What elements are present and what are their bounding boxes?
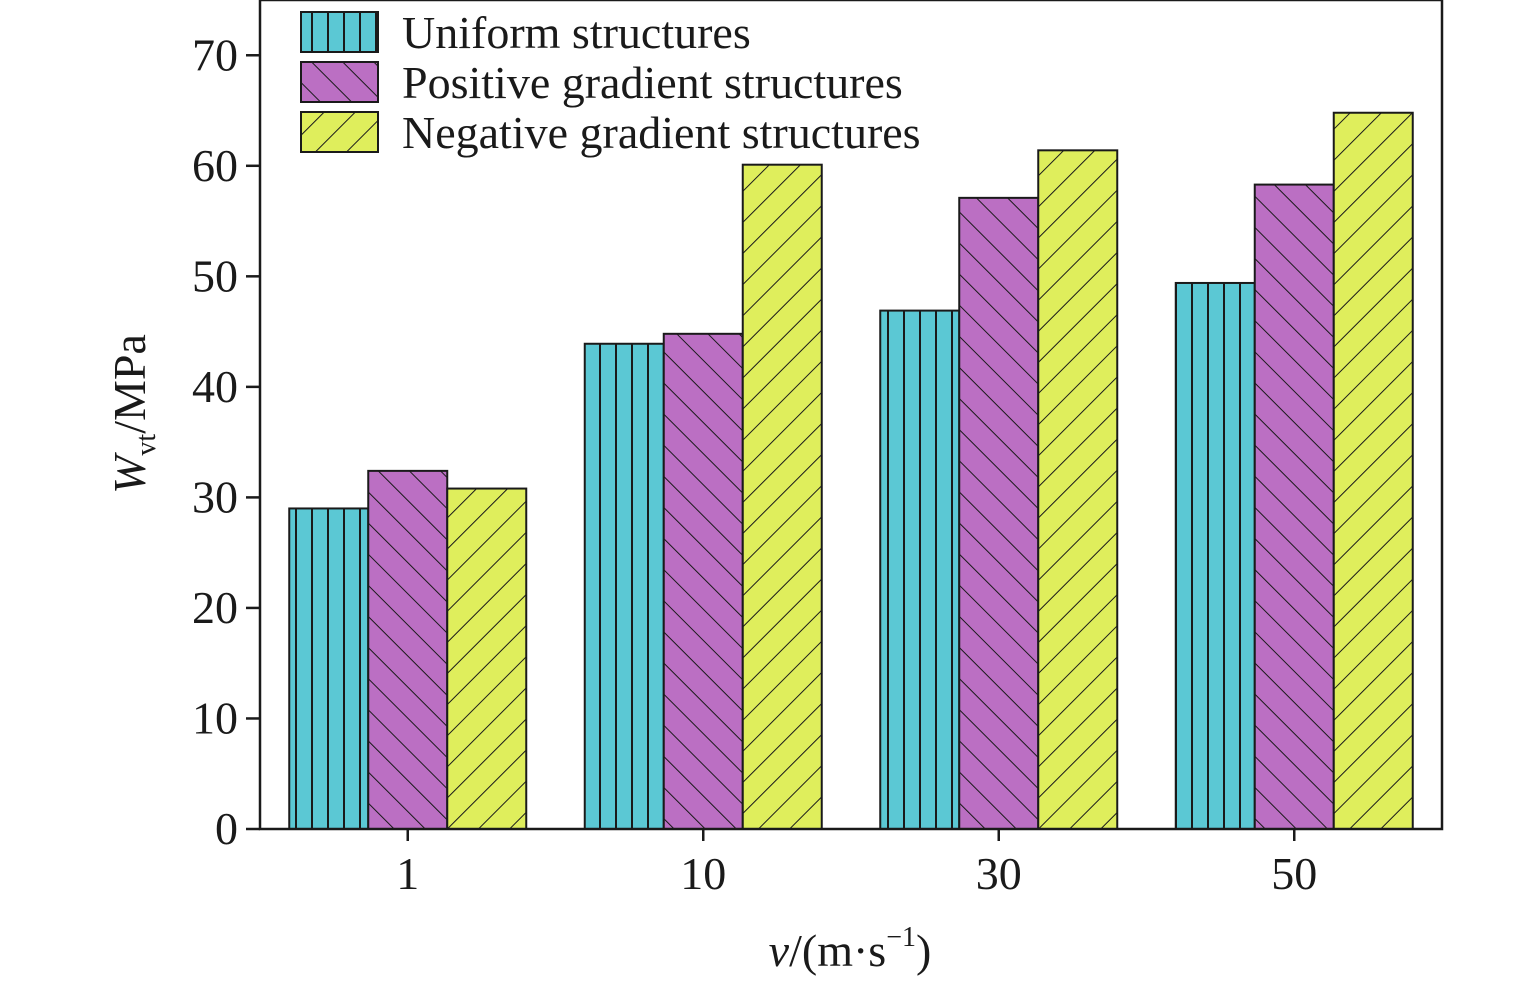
legend-label-3: Negative gradient structures: [402, 107, 921, 158]
y-axis-unit: /MPa: [104, 334, 155, 434]
x-tick-label: 50: [1271, 848, 1317, 899]
legend-swatch-hatch-1: [300, 11, 379, 53]
y-axis-ticks: 0 10 20 30 40 50 60 70: [192, 29, 260, 854]
y-tick-label: 0: [215, 803, 238, 854]
bar-hatch-10-1: [583, 342, 665, 830]
y-tick-label: 20: [192, 582, 238, 633]
bar-hatch-30-1: [879, 309, 961, 830]
bar-hatch-1-1: [288, 507, 370, 830]
x-axis-sup: −1: [886, 922, 916, 953]
bar-hatch-1-2: [367, 469, 449, 830]
bar-hatch-30-3: [1037, 149, 1119, 831]
bar-hatch-50-3: [1332, 111, 1414, 830]
legend-swatch-hatch-2: [300, 61, 379, 103]
bar-hatch-50-1: [1174, 281, 1256, 830]
legend-swatch-hatch-3: [300, 111, 379, 153]
y-tick-label: 70: [192, 29, 238, 80]
x-axis-ticks: 1 10 30 50: [396, 829, 1317, 899]
x-axis-unit: /(m·s: [789, 925, 886, 976]
bar-hatch-10-3: [741, 163, 823, 831]
y-tick-label: 60: [192, 140, 238, 191]
y-tick-label: 10: [192, 692, 238, 743]
y-tick-label: 40: [192, 361, 238, 412]
legend-label-1: Uniform structures: [402, 7, 751, 58]
legend-label-2: Positive gradient structures: [402, 57, 903, 108]
x-axis-close: ): [916, 925, 931, 976]
y-axis-sub: vt: [131, 434, 162, 456]
x-axis-title: v/(m·s−1): [769, 922, 932, 976]
x-tick-label: 10: [680, 848, 726, 899]
bar-hatch-10-2: [662, 332, 744, 830]
bar-hatch-30-2: [958, 196, 1040, 830]
plot-frame: [258, 0, 1444, 831]
x-tick-label: 30: [976, 848, 1022, 899]
x-axis-var: v: [769, 925, 790, 976]
bar-hatch-1-3: [446, 487, 528, 830]
y-axis-title: Wvt/MPa: [104, 334, 162, 494]
y-tick-label: 30: [192, 471, 238, 522]
bar-hatch-50-2: [1253, 183, 1335, 831]
x-tick-label: 1: [396, 848, 419, 899]
bars-layer: [288, 111, 1414, 831]
y-axis-var: W: [104, 452, 155, 494]
y-tick-label: 50: [192, 250, 238, 301]
